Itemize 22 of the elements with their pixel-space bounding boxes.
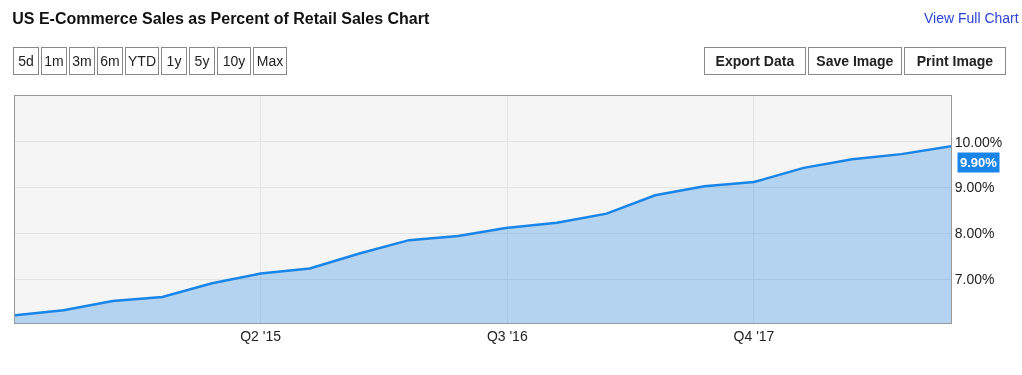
text: 6m [100,53,120,69]
data-label: 9.90% [960,155,998,170]
text: YTD [128,53,156,69]
y-tick-label: 10.00% [954,133,1003,150]
text: 5d [18,53,34,69]
x-tick-label: Q4 '17 [733,327,775,344]
text: View Full Chart [924,10,1019,26]
text: 10y [222,53,246,69]
x-tick-label: Q3 '16 [486,327,528,344]
text: Save Image [816,53,894,69]
text: 1m [44,53,64,69]
text: Export Data [715,53,795,69]
text: Max [256,53,284,69]
text: 5y [194,53,210,69]
text: Print Image [916,53,994,69]
y-tick-label: 8.00% [954,225,995,242]
text: 3m [72,53,92,69]
text: 1y [166,53,182,69]
chart-title: US E-Commerce Sales as Percent of Retail Sales Chart [12,10,430,28]
y-tick-label: 9.00% [954,179,995,196]
y-tick-label: 7.00% [954,270,995,287]
x-tick-label: Q2 '15 [240,327,282,344]
